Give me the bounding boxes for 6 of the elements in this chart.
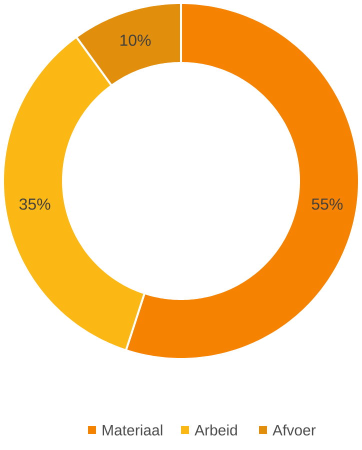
legend-label: Afvoer [272, 424, 316, 436]
data-label: 55% [312, 198, 343, 210]
data-label: 10% [120, 34, 151, 46]
legend-label: Arbeid [194, 424, 237, 436]
data-label: 35% [19, 198, 50, 210]
legend-label: Materiaal [102, 424, 162, 436]
